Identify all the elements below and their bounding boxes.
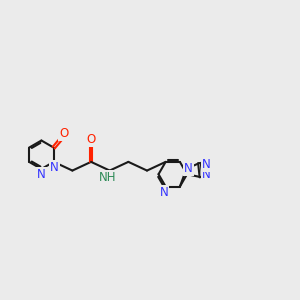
Text: NH: NH bbox=[99, 171, 117, 184]
Text: N: N bbox=[160, 186, 168, 199]
Text: N: N bbox=[202, 158, 211, 171]
Text: N: N bbox=[37, 168, 46, 181]
Text: N: N bbox=[202, 167, 211, 181]
Text: O: O bbox=[59, 127, 68, 140]
Text: N: N bbox=[50, 161, 59, 174]
Text: O: O bbox=[86, 133, 96, 146]
Text: N: N bbox=[184, 162, 193, 175]
